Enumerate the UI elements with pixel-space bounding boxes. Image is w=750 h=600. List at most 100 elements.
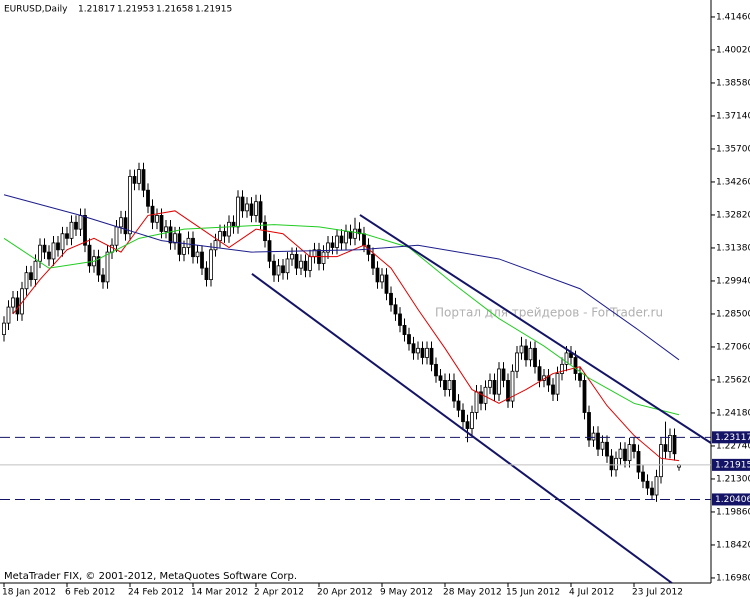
candle-body <box>218 231 222 242</box>
candle-body <box>267 240 272 262</box>
candle-body <box>510 370 515 402</box>
candle-body <box>623 448 627 462</box>
candle-body <box>668 435 672 452</box>
candle-body <box>407 334 411 345</box>
candle-body <box>285 258 290 274</box>
candle-body <box>474 391 479 413</box>
candle-body <box>515 352 519 372</box>
candle-body <box>447 380 452 390</box>
candle-body <box>357 228 362 235</box>
y-tick-label: 1.31380 <box>716 243 750 253</box>
candle-body <box>155 215 159 223</box>
candle-body <box>434 363 438 377</box>
candle-body <box>335 235 339 248</box>
x-tick-label: 9 May 2012 <box>380 588 433 598</box>
candle-body <box>497 368 501 395</box>
candle-body <box>222 231 227 237</box>
candle-body <box>204 267 209 280</box>
candle-body <box>375 267 380 283</box>
candle-body <box>326 242 330 253</box>
candle-body <box>164 226 168 232</box>
candle-body <box>209 249 213 280</box>
candle-body <box>254 201 258 216</box>
candle-body <box>582 380 587 413</box>
candle-body <box>308 256 312 271</box>
candle-body <box>456 400 461 411</box>
candle-body <box>411 343 416 354</box>
candle-body <box>24 272 29 290</box>
x-tick-label: 20 Apr 2012 <box>317 588 373 598</box>
candle-body <box>105 251 110 283</box>
y-tick-label: 1.41460 <box>716 12 750 22</box>
candle-body <box>465 421 470 429</box>
x-tick-label: 24 Feb 2012 <box>128 588 184 598</box>
candle-body <box>398 313 402 326</box>
candle-body <box>506 380 510 402</box>
candle-body <box>555 373 560 395</box>
candle-body <box>294 253 299 269</box>
candle-body <box>182 247 186 255</box>
candle-body <box>6 306 11 324</box>
candle-body <box>11 297 15 308</box>
candle-body <box>492 380 497 395</box>
candle-body <box>636 451 641 473</box>
x-tick-label: 4 Jul 2012 <box>569 588 614 598</box>
candle-body <box>501 368 506 381</box>
candle-body <box>429 347 434 365</box>
candle-body <box>420 347 425 358</box>
candle-body <box>236 196 240 228</box>
candle-body <box>533 347 537 368</box>
candle-body <box>87 244 92 267</box>
candle-body <box>299 260 303 269</box>
header-low: 1.21658 <box>156 5 193 15</box>
candle-body <box>146 189 150 207</box>
candle-body <box>483 386 488 404</box>
candle-body <box>227 221 231 237</box>
candle-body <box>393 304 398 315</box>
trend-line <box>251 273 673 584</box>
candle-body <box>627 444 632 462</box>
candle-body <box>339 235 344 244</box>
candle-body <box>15 297 20 315</box>
candle-body <box>650 487 654 496</box>
candle-body <box>461 409 465 423</box>
candle-body <box>645 480 650 489</box>
x-tick-label: 15 Jun 2012 <box>506 588 560 598</box>
candle-body <box>600 441 605 450</box>
y-tick-label: 1.27060 <box>716 342 750 352</box>
candle-body <box>578 373 582 381</box>
candle-body <box>479 391 483 404</box>
candle-body <box>65 233 69 239</box>
x-tick-label: 2 Apr 2012 <box>254 588 304 598</box>
candle-body <box>591 432 596 441</box>
candle-body <box>416 347 420 354</box>
candle-body <box>659 444 663 478</box>
horizontal-line-price-label: 1.20406 <box>715 495 750 505</box>
x-tick-label: 28 May 2012 <box>443 588 502 598</box>
candle-body <box>524 345 528 361</box>
candle-body <box>191 237 195 258</box>
candle-body <box>245 203 249 212</box>
symbol: EURUSD,Daily <box>4 5 68 15</box>
candle-body <box>173 233 177 244</box>
candle-body <box>137 169 141 184</box>
horizontal-line-price-box <box>712 431 750 444</box>
candle-body <box>438 375 443 381</box>
bid-price-label: 1.21915 <box>715 460 750 470</box>
candle-body <box>353 228 357 239</box>
y-tick-label: 1.35700 <box>716 144 750 154</box>
candle-body <box>213 240 218 251</box>
candle-body <box>348 231 353 239</box>
candle-body <box>290 253 294 260</box>
candle-body <box>654 476 659 496</box>
candle-body <box>641 471 645 482</box>
candle-body <box>425 347 429 358</box>
candle-body <box>258 201 263 223</box>
candle-body <box>56 242 60 251</box>
watermark: Портал для трейдеров - ForTrader.ru <box>435 306 663 320</box>
candle-body <box>551 384 555 395</box>
candle-body <box>96 256 101 276</box>
candle-body <box>29 272 33 280</box>
moving-average <box>3 224 680 416</box>
